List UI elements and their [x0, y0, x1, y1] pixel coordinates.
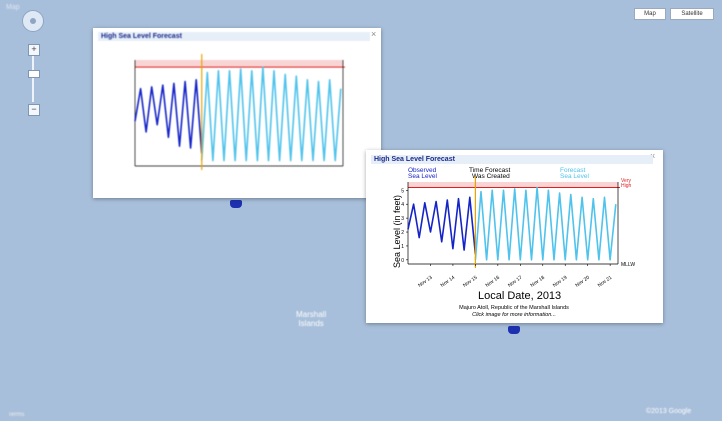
info-window-front[interactable]: × High Sea Level Forecast Observed Sea L…: [366, 150, 663, 323]
time-legend-line2: Was Created: [472, 173, 510, 180]
close-icon[interactable]: ×: [371, 29, 377, 39]
forecast-sea-level-line: [200, 66, 342, 162]
map-type-map-button[interactable]: Map: [634, 8, 666, 20]
observed-legend-line2: Sea Level: [408, 173, 437, 180]
observed-legend-line1: Observed: [408, 167, 437, 174]
y-axis-label: Sea Level (in feet): [392, 195, 402, 268]
info-window-title: High Sea Level Forecast: [371, 155, 653, 164]
zoom-out-button[interactable]: −: [28, 104, 40, 116]
x-axis-label: Local Date, 2013: [478, 290, 561, 302]
map-type-satellite-button[interactable]: Satellite: [670, 8, 714, 20]
x-tick-label: Nov 17: [507, 275, 524, 289]
very-high-band: [408, 182, 618, 188]
click-hint: Click image for more information...: [472, 312, 556, 318]
map-marker-icon[interactable]: [230, 200, 242, 208]
map-terms-link[interactable]: Terms: [8, 412, 25, 418]
info-window-title: High Sea Level Forecast: [98, 32, 370, 41]
forecast-legend-line1: Forecast: [560, 167, 585, 174]
very-high-label-line1: Very: [621, 178, 632, 184]
x-tick-label: Nov 13: [417, 275, 434, 289]
sea-level-chart[interactable]: Observed Sea Level Time Forecast Was Cre…: [366, 150, 663, 323]
map-marker-icon[interactable]: [508, 326, 520, 334]
y-tick-label: 4: [401, 202, 404, 208]
info-window-back[interactable]: High Sea Level Forecast ×: [93, 28, 381, 198]
x-tick-label: Nov 20: [574, 275, 591, 289]
x-tick-label: Nov 21: [597, 275, 614, 289]
forecast-legend-line2: Sea Level: [560, 173, 589, 180]
island-label: Marshall Islands: [296, 310, 327, 328]
y-tick-label: 5: [401, 188, 404, 194]
forecast-sea-level-line: [474, 186, 617, 261]
very-high-label-line2: High: [621, 183, 632, 189]
observed-sea-level-line: [134, 79, 203, 154]
time-legend-line1: Time Forecast: [469, 167, 510, 174]
y-tick-label: 0: [401, 258, 404, 264]
x-tick-label: Nov 18: [529, 275, 546, 289]
x-tick-label: Nov 15: [462, 275, 479, 289]
pan-control-icon[interactable]: [22, 10, 44, 32]
sea-level-chart-back[interactable]: [93, 28, 381, 198]
x-tick-label: Nov 19: [552, 275, 569, 289]
zoom-in-button[interactable]: +: [28, 44, 40, 56]
very-high-band: [135, 60, 343, 68]
observed-sea-level-line: [407, 196, 477, 255]
y-tick-label: 3: [401, 216, 404, 222]
location-caption: Majuro Atoll, Republic of the Marshall I…: [459, 305, 569, 311]
x-tick-label: Nov 14: [440, 275, 457, 289]
x-tick-label: Nov 16: [485, 275, 502, 289]
map-title: Map: [6, 4, 20, 11]
mllw-label: MLLW: [621, 262, 635, 268]
y-tick-label: 1: [401, 244, 404, 250]
map-attribution: ©2013 Google: [646, 408, 692, 415]
zoom-slider-thumb[interactable]: [28, 70, 40, 78]
zoom-slider-track[interactable]: [32, 56, 34, 102]
y-tick-label: 2: [401, 230, 404, 236]
